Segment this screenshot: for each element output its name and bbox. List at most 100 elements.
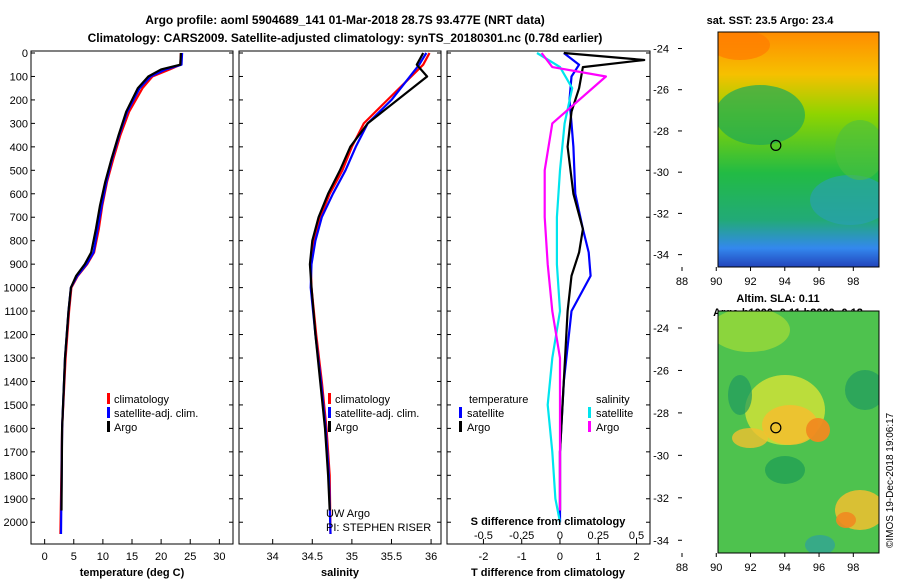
s-diff-tick-label: 0.5 xyxy=(629,530,644,542)
sla-patch xyxy=(805,535,835,553)
legend-swatch-s-argo xyxy=(588,421,591,432)
pressure-tick-label: 1600 xyxy=(4,423,28,435)
lat-tick-label: -32 xyxy=(653,208,669,220)
temperature-legend: climatology satellite-adj. clim. Argo xyxy=(107,393,198,434)
sla-patch xyxy=(762,405,818,445)
lat-tick-label: -34 xyxy=(653,535,669,547)
x-tick-label: 1 xyxy=(595,551,601,563)
x-tick-label: 35.5 xyxy=(381,551,402,563)
pressure-tick-label: 300 xyxy=(10,118,28,130)
pressure-tick-label: 800 xyxy=(10,236,28,248)
lon-tick-label: 90 xyxy=(710,276,722,288)
legend-s-argo-label: Argo xyxy=(596,422,619,434)
pressure-tick-label: 1200 xyxy=(4,330,28,342)
lat-tick-label: -30 xyxy=(653,167,669,179)
legend-swatch-s-satellite xyxy=(588,407,591,418)
salinity-legend: climatology satellite-adj. clim. Argo UW… xyxy=(326,393,431,534)
lon-tick-label: 92 xyxy=(744,562,756,574)
legend-t-argo-label: Argo xyxy=(467,422,490,434)
legend-satellite-label: satellite-adj. clim. xyxy=(114,408,198,420)
pressure-tick-label: 2000 xyxy=(4,517,28,529)
lon-tick-label: 90 xyxy=(710,562,722,574)
legend-climatology-label: climatology xyxy=(335,394,391,406)
s-difference-label: S difference from climatology xyxy=(471,516,627,528)
lon-tick-label: 96 xyxy=(813,276,825,288)
x-tick-label: 25 xyxy=(184,551,196,563)
x-tick-label: 36 xyxy=(425,551,437,563)
x-tick-label: 10 xyxy=(97,551,109,563)
s-diff-tick-label: 0 xyxy=(557,530,563,542)
lon-tick-label: 94 xyxy=(779,562,791,574)
pressure-tick-label: 0 xyxy=(22,48,28,60)
sla-patch xyxy=(806,418,830,442)
legend-swatch-argo xyxy=(107,421,110,432)
legend-swatch-climatology xyxy=(328,393,331,404)
pressure-tick-label: 1500 xyxy=(4,400,28,412)
sla-patch xyxy=(765,456,805,484)
legend-s-satellite-label: satellite xyxy=(596,408,633,420)
legend-climatology-label: climatology xyxy=(114,394,170,406)
title-line-2: Climatology: CARS2009. Satellite-adjuste… xyxy=(88,31,603,45)
pressure-tick-label: 100 xyxy=(10,71,28,83)
pressure-tick-label: 200 xyxy=(10,95,28,107)
legend-satellite-label: satellite-adj. clim. xyxy=(335,408,419,420)
series-line-t-argo xyxy=(558,51,646,511)
sst-map-title: sat. SST: 23.5 Argo: 23.4 xyxy=(707,15,835,27)
imos-credit: ©IMOS 19-Dec-2018 19:06:17 xyxy=(885,412,896,548)
legend-salinity-heading: salinity xyxy=(596,394,630,406)
sla-heatmap xyxy=(718,311,879,553)
x-tick-label: 20 xyxy=(155,551,167,563)
sla-patch xyxy=(718,311,790,352)
series-line-s-argo xyxy=(540,52,608,511)
sla-patch xyxy=(728,375,752,415)
sst-heatmap xyxy=(718,32,879,267)
legend-swatch-satellite xyxy=(328,407,331,418)
difference-panel-frame xyxy=(446,50,651,545)
title-line-1: Argo profile: aoml 5904689_141 01-Mar-20… xyxy=(145,13,545,27)
pressure-tick-label: 1100 xyxy=(4,306,28,318)
pi-annotation-line-1: UW Argo xyxy=(326,508,370,520)
lat-tick-label: -30 xyxy=(653,450,669,462)
legend-swatch-t-argo xyxy=(459,421,462,432)
pressure-tick-label: 1700 xyxy=(4,447,28,459)
pressure-tick-label: 1000 xyxy=(4,283,28,295)
argo-location-marker xyxy=(770,139,782,151)
series-line-climatology xyxy=(59,52,182,535)
lat-tick-label: -26 xyxy=(653,85,669,97)
sst-map-frame xyxy=(717,31,880,268)
sla-map-title: Altim. SLA: 0.11 xyxy=(736,293,819,305)
lat-tick-label: -28 xyxy=(653,126,669,138)
pressure-tick-label: 1400 xyxy=(4,376,28,388)
pressure-tick-label: 1900 xyxy=(4,494,28,506)
legend-swatch-argo xyxy=(328,421,331,432)
sla-patch xyxy=(732,428,768,448)
s-diff-tick-label: -0.25 xyxy=(509,530,534,542)
x-tick-label: 0 xyxy=(557,551,563,563)
sst-patch xyxy=(810,175,879,225)
pressure-tick-label: 500 xyxy=(10,165,28,177)
lat-tick-label: -24 xyxy=(653,323,669,335)
x-tick-label: -1 xyxy=(517,551,527,563)
pressure-tick-label: 1800 xyxy=(4,470,28,482)
legend-swatch-t-satellite xyxy=(459,407,462,418)
x-tick-label: 34.5 xyxy=(302,551,323,563)
x-tick-label: -2 xyxy=(479,551,489,563)
pressure-tick-label: 900 xyxy=(10,259,28,271)
legend-temperature-heading: temperature xyxy=(469,394,528,406)
lat-tick-label: -26 xyxy=(653,365,669,377)
difference-plot: -2 -1 0 1 2 T difference from climatology -0.5… xyxy=(471,51,646,579)
sst-map-axes: 88 90 92 94 96 98 -24 -26 -28 -30 -32 -34 xyxy=(653,43,859,288)
lon-tick-label: 92 xyxy=(744,276,756,288)
x-tick-label: 0 xyxy=(42,551,48,563)
sst-patch xyxy=(718,85,805,145)
sst-patch xyxy=(718,32,770,60)
lon-tick-label: 94 xyxy=(779,276,791,288)
x-axis-label: T difference from climatology xyxy=(471,567,626,579)
difference-legend-salinity: salinity satellite Argo xyxy=(588,394,633,434)
sst-patch xyxy=(835,120,879,180)
x-tick-label: 2 xyxy=(633,551,639,563)
pressure-axis: 0 100 200 300 400 500 600 700 800 900 1000 1100 1200… xyxy=(4,48,650,529)
difference-legend-temperature: temperature satellite Argo xyxy=(459,394,528,434)
series-line-argo xyxy=(60,52,182,511)
